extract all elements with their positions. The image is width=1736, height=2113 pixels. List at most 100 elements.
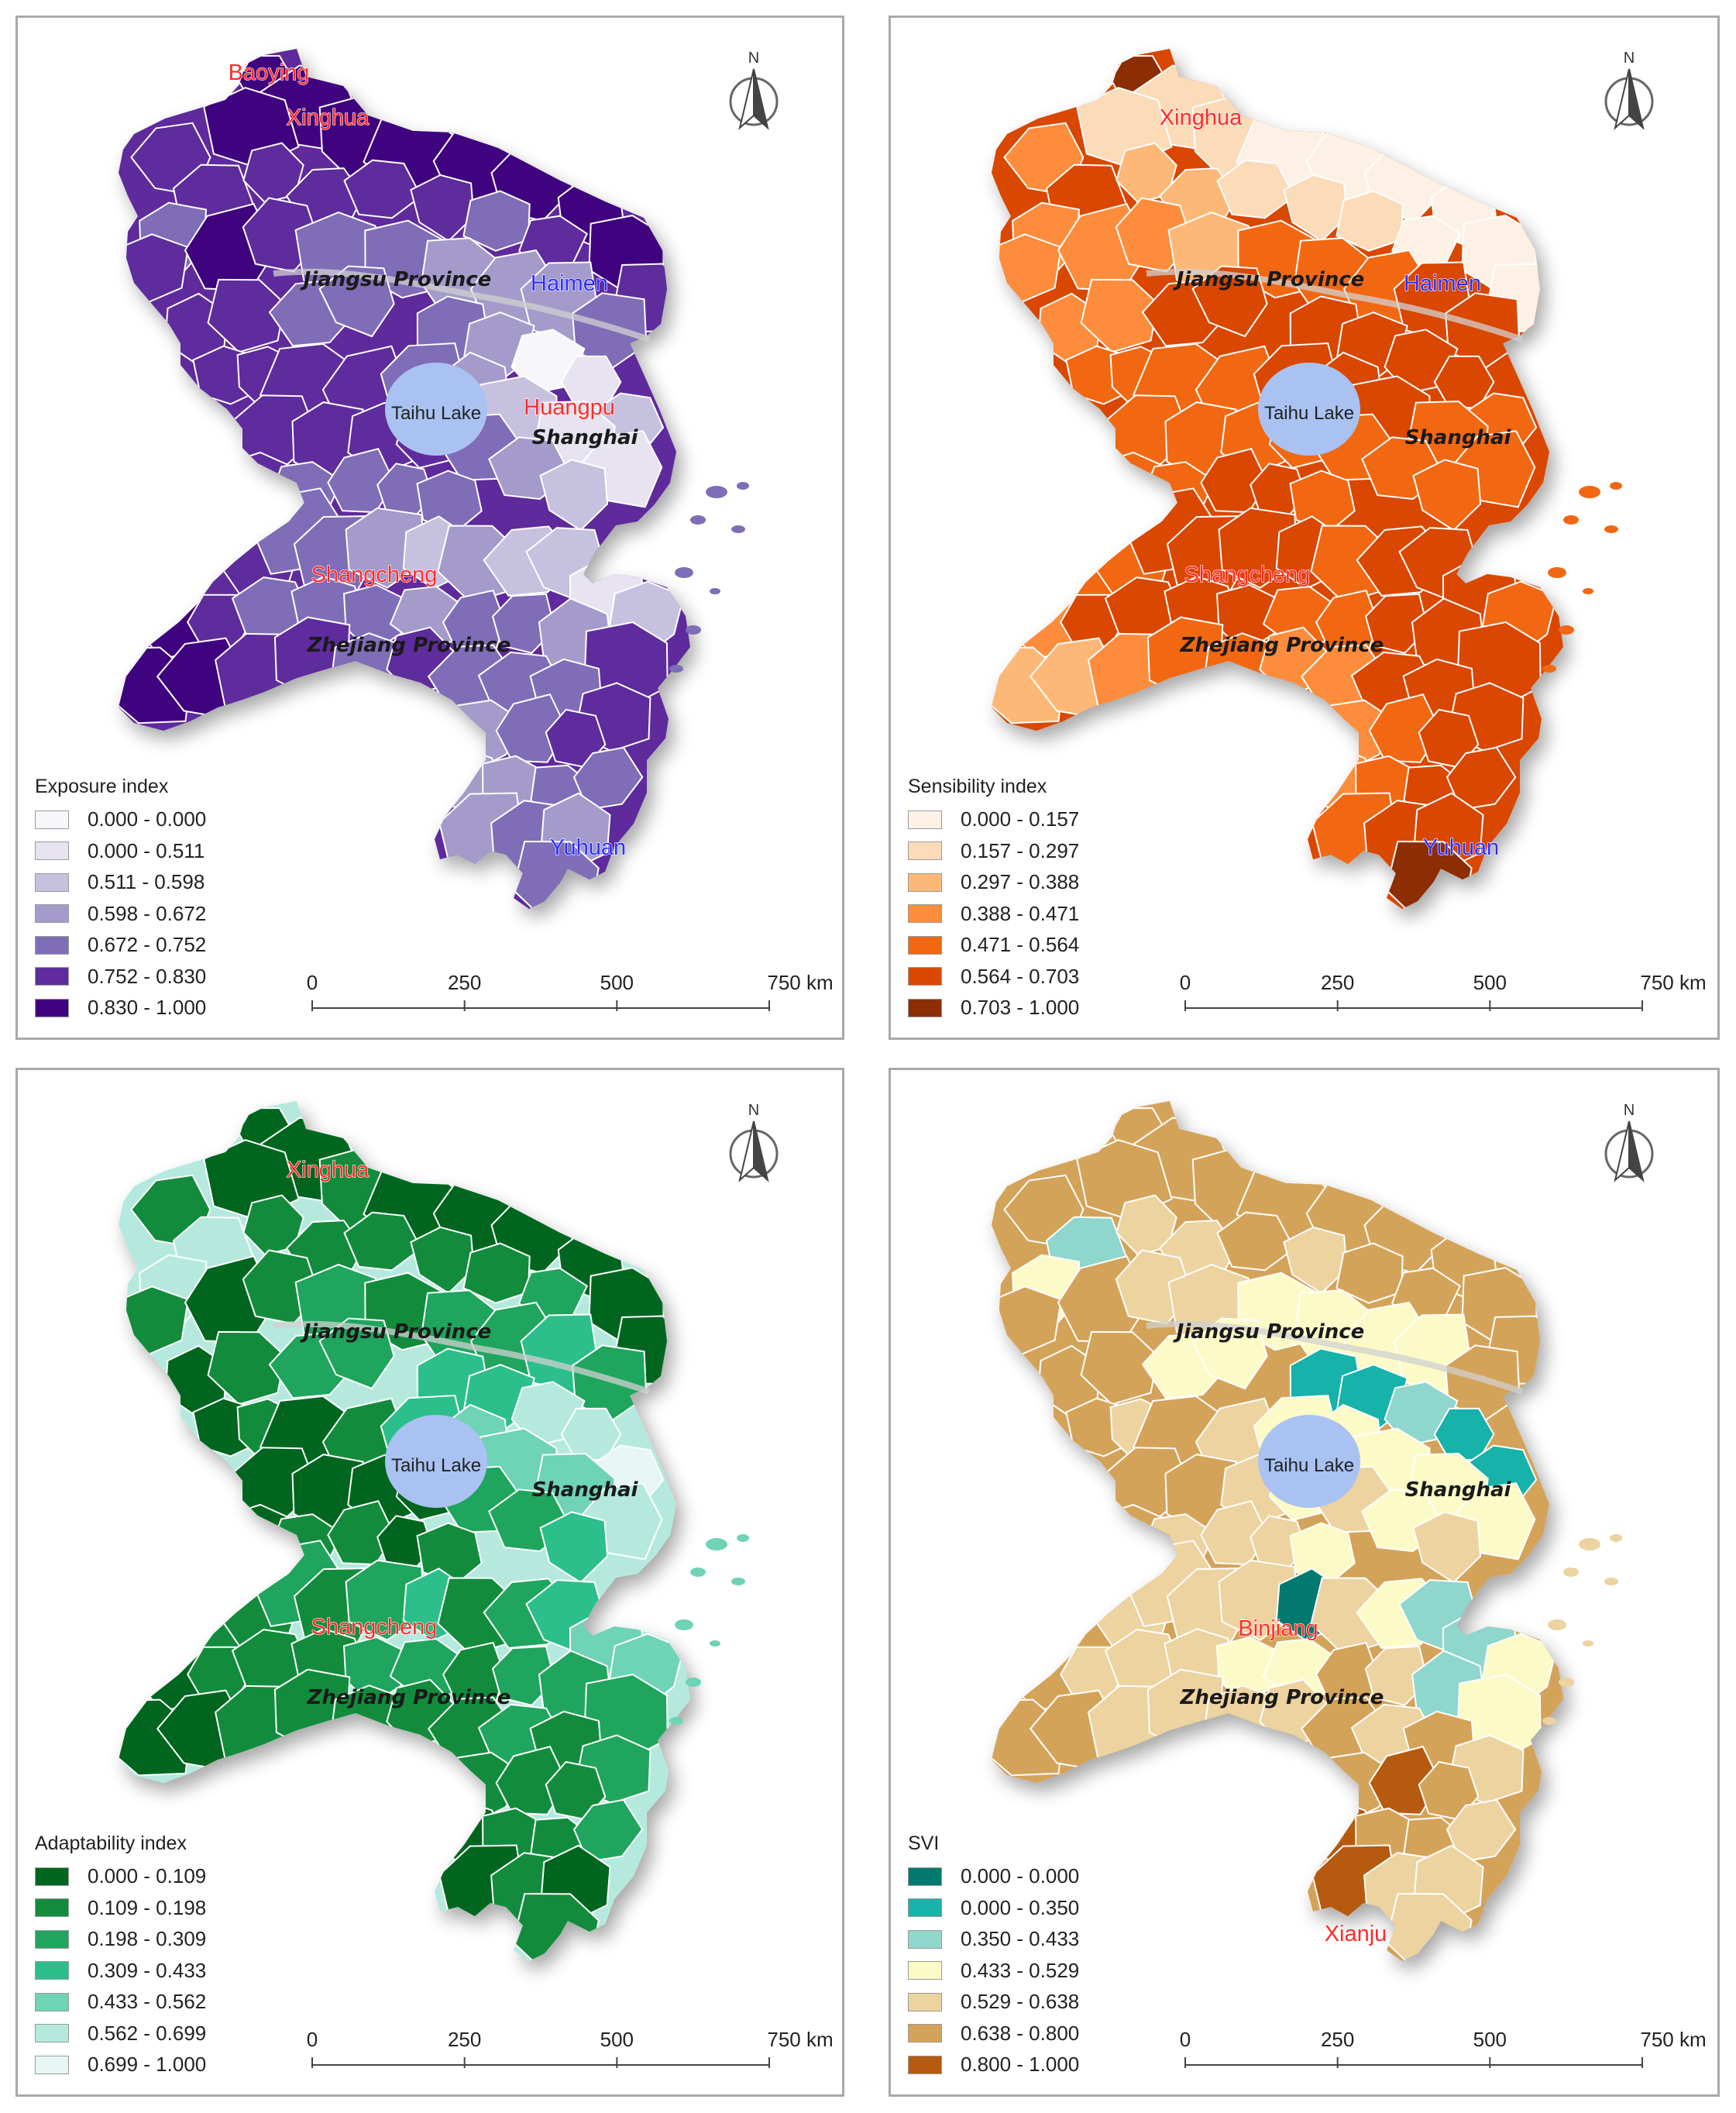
district — [491, 593, 556, 654]
legend-row: 0.000 - 0.157 — [908, 804, 1079, 836]
legend-swatch — [35, 1992, 69, 2011]
island — [1604, 1578, 1618, 1585]
islands — [1542, 482, 1622, 673]
legend-swatch — [908, 2024, 942, 2043]
district — [220, 451, 293, 518]
yangtze-river — [273, 1320, 651, 1395]
island — [686, 625, 701, 635]
svi-map-panel: Taihu Lake Jiangsu Province Zhejiang Provi… — [889, 1068, 1720, 2097]
legend-class-label: 0.699 - 1.000 — [88, 2053, 207, 2077]
legend-row: 0.000 - 0.000 — [35, 804, 206, 836]
island — [1583, 588, 1593, 594]
legend-row: 0.672 - 0.752 — [35, 930, 206, 962]
lake-label: Taihu Lake — [391, 1455, 481, 1476]
shanghai-label: Shanghai — [532, 426, 639, 449]
taihu-lake — [1258, 363, 1360, 456]
legend-class-label: 0.471 - 0.564 — [961, 933, 1080, 957]
legend-row: 0.433 - 0.562 — [35, 1987, 206, 2018]
legend-class-label: 0.000 - 0.000 — [88, 807, 207, 831]
taihu-lake — [1258, 1415, 1360, 1508]
legend-swatch — [35, 810, 69, 829]
legend-row: 0.000 - 0.109 — [35, 1861, 206, 1893]
city-label: Xinghua — [1160, 105, 1243, 130]
legend-row: 0.350 - 0.433 — [908, 1924, 1079, 1956]
zhejiang-province-label: Zhejiang Province — [1180, 634, 1384, 657]
legend-swatch — [35, 967, 69, 986]
legend-row: 0.000 - 0.350 — [908, 1892, 1079, 1924]
island — [1542, 665, 1556, 673]
jiangsu-province-label: Jiangsu Province — [300, 1320, 492, 1344]
legend-swatch — [908, 1961, 942, 1981]
island — [737, 1534, 749, 1542]
district — [1446, 1798, 1517, 1863]
district — [1364, 593, 1429, 654]
legend-swatch — [35, 872, 69, 892]
island — [686, 1678, 701, 1687]
district — [1216, 159, 1295, 219]
legend-title: Adaptability index — [35, 1832, 187, 1854]
shanghai-label: Shanghai — [1405, 1478, 1512, 1502]
island — [710, 588, 720, 594]
zhejiang-province-label: Zhejiang Province — [1180, 1686, 1384, 1709]
island — [706, 486, 727, 498]
city-label: Xinghua — [287, 105, 370, 130]
islands — [669, 1534, 749, 1725]
island — [737, 482, 749, 490]
zhejiang-province-label: Zhejiang Province — [307, 1686, 511, 1709]
legend-swatch — [908, 904, 942, 924]
legend-swatch — [908, 872, 942, 892]
north-label: N — [1624, 1102, 1635, 1119]
legend-swatch — [35, 2024, 69, 2043]
island — [690, 515, 706, 525]
district — [1191, 265, 1268, 338]
legend-row: 0.703 - 1.000 — [908, 993, 1079, 1024]
island — [731, 1578, 745, 1585]
legend-class-label: 0.000 - 0.511 — [88, 838, 205, 862]
district — [220, 1503, 293, 1570]
district — [1336, 1242, 1404, 1304]
district — [318, 265, 395, 338]
island — [1563, 1568, 1579, 1577]
district — [462, 1242, 531, 1304]
exposure-map-panel: Taihu Lake Jiangsu Province Zhejiang Provi… — [15, 15, 844, 1040]
city-label: Xinghua — [287, 1158, 370, 1182]
legend-swatch — [35, 2055, 69, 2074]
legend-swatch — [908, 1867, 942, 1886]
sensibility-map: Taihu Lake Jiangsu Province Zhejiang Provi… — [992, 49, 1707, 1011]
north-arrow-icon: N — [729, 1102, 779, 1182]
legend-class-label: 0.309 - 0.433 — [88, 1958, 207, 1982]
legend-class-label: 0.198 - 0.309 — [88, 1927, 207, 1951]
scale-bar: 0 250 500 750 km — [1180, 971, 1707, 1011]
scale-label: 0 — [1180, 2028, 1191, 2051]
city-label: Shangcheng — [1184, 563, 1311, 587]
islands — [669, 482, 749, 673]
shanghai-label: Shanghai — [532, 1478, 639, 1502]
legend-swatch — [908, 1929, 942, 1949]
legend-class-label: 0.564 - 0.703 — [961, 964, 1080, 988]
island — [1542, 1717, 1556, 1725]
legend-title: Sensibility index — [908, 775, 1047, 797]
legend-swatch — [35, 841, 69, 861]
legend-row: 0.638 - 0.800 — [908, 2018, 1079, 2049]
district — [491, 1645, 556, 1706]
legend-row: 0.699 - 1.000 — [35, 2049, 206, 2081]
island — [1548, 567, 1566, 578]
scale-bar: 0 250 500 750 km — [1180, 2028, 1707, 2068]
legend-title: SVI — [908, 1832, 940, 1854]
island — [731, 525, 745, 533]
legend-title: Exposure index — [35, 775, 169, 797]
legend-row: 0.830 - 1.000 — [35, 993, 206, 1024]
district — [462, 190, 531, 252]
city-label: Shangcheng — [311, 1615, 438, 1640]
scale-label: 500 — [600, 971, 634, 994]
islands — [1542, 1534, 1622, 1725]
legend-class-label: 0.562 - 0.699 — [88, 2021, 207, 2045]
district — [572, 746, 644, 810]
city-label: Yuhuan — [1423, 835, 1499, 860]
jiangsu-province-label: Jiangsu Province — [1173, 268, 1365, 291]
legend-swatch — [35, 1867, 69, 1886]
legend-swatch — [35, 935, 69, 955]
legend-row: 0.598 - 0.672 — [35, 898, 206, 930]
scale-label: 250 — [448, 971, 481, 994]
island — [1579, 486, 1600, 498]
